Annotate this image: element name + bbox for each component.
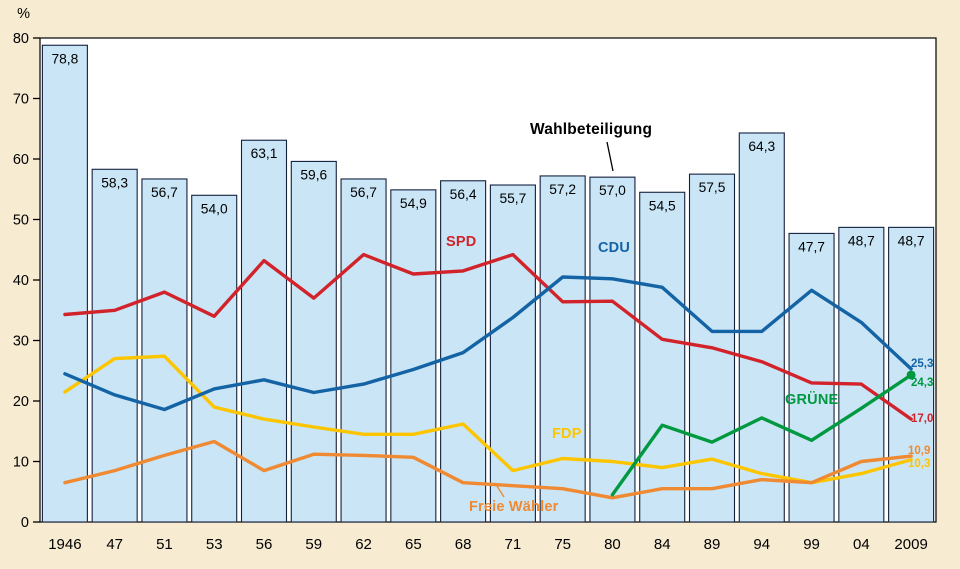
wahlbeteiligung-pointer-line [606,141,614,172]
x-axis-label: 65 [405,536,422,553]
gruene-end-value: 24,3 [911,377,934,389]
turnout-bar-75 [539,175,586,523]
x-axis-label: 71 [505,536,522,553]
turnout-bar-47 [91,168,138,523]
x-axis-label: 84 [654,536,671,553]
y-tick-label: 10 [13,455,29,471]
turnout-value-label: 48,7 [898,233,925,248]
spd-label: SPD [446,234,477,250]
turnout-bar-51 [141,178,188,523]
y-tick-label: 0 [21,515,29,531]
x-axis-label: 62 [355,536,372,553]
plot-area [39,37,937,523]
turnout-value-label: 56,7 [151,185,178,200]
y-tick-label: 80 [13,31,29,47]
turnout-value-label: 59,6 [300,167,327,182]
turnout-value-label: 56,7 [350,185,377,200]
turnout-value-label: 57,2 [549,182,576,197]
series-line-freie_waehler [63,439,913,500]
turnout-bar-84 [639,191,686,523]
freie-waehler-label: Freie Wähler [469,499,559,515]
y-tick-label: 30 [13,334,29,350]
series-line-fdp [63,354,913,485]
x-axis-label: 53 [206,536,223,553]
gruene-end-dot [906,370,916,380]
cdu-label: CDU [598,240,631,256]
y-tick-label: 60 [13,152,29,168]
spd-end-value: 17,0 [911,413,934,425]
x-axis-label: 80 [604,536,621,553]
turnout-bar-65 [390,189,437,523]
x-axis-label: 75 [554,536,571,553]
x-axis-label: 56 [256,536,273,553]
wahlbeteiligung-label: Wahlbeteiligung [530,121,653,138]
turnout-value-label: 54,9 [400,196,427,211]
turnout-bar-62 [340,178,387,523]
turnout-value-label: 48,7 [848,233,875,248]
series-line-gruene [610,373,913,497]
turnout-value-label: 78,8 [51,51,78,66]
x-axis-label: 99 [803,536,820,553]
series-line-spd [63,252,913,421]
fdp-label: FDP [552,426,582,442]
turnout-value-label: 58,3 [101,175,128,190]
cdu-end-value: 25,3 [911,358,934,370]
turnout-bar-59 [290,160,337,523]
x-axis-label: 1946 [48,536,81,553]
x-axis-label: 68 [455,536,472,553]
y-tick-label: 70 [13,92,29,108]
turnout-value-label: 63,1 [251,146,278,161]
y-axis-unit-label: % [17,6,30,22]
x-axis-label: 89 [704,536,721,553]
freie-waehler-pointer-line [494,482,505,498]
turnout-bar-56 [240,139,288,523]
x-axis-label: 59 [305,536,322,553]
freie-waehler-end-value: 10,9 [908,445,931,457]
turnout-value-label: 47,7 [798,239,825,254]
y-tick-label: 50 [13,213,29,229]
fdp-end-value: 10,3 [908,458,931,470]
x-axis-label: 94 [753,536,770,553]
x-axis-label: 51 [156,536,173,553]
turnout-value-label: 54,5 [649,198,676,213]
turnout-value-label: 57,0 [599,183,626,198]
turnout-value-label: 64,3 [748,139,775,154]
x-axis-label: 2009 [894,536,927,553]
gruene-label: GRÜNE [785,392,839,408]
turnout-value-label: 55,7 [499,191,526,206]
x-axis-label: 04 [853,536,870,553]
y-tick-label: 40 [13,273,29,289]
turnout-bar-1946 [41,44,88,523]
turnout-value-label: 54,0 [201,201,228,216]
turnout-value-label: 56,4 [450,187,477,202]
turnout-bar-94 [738,132,785,523]
y-tick-label: 20 [13,394,29,410]
series-line-cdu [63,275,913,412]
turnout-value-label: 57,5 [699,180,726,195]
x-axis-label: 47 [106,536,123,553]
turnout-bar-53 [191,194,238,523]
